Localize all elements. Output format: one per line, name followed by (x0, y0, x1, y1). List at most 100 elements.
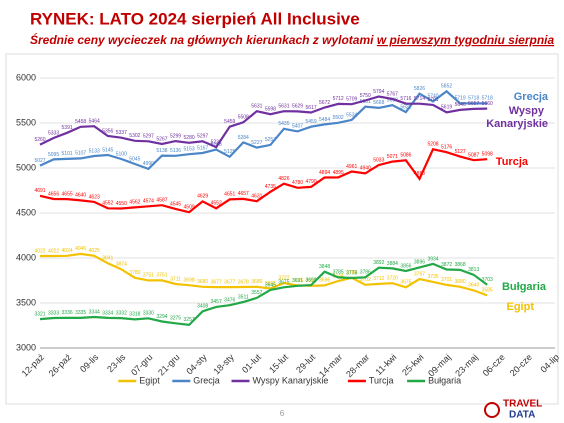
value-label: 5101 (62, 151, 73, 157)
value-label: 5356 (102, 128, 113, 134)
value-label: 5435 (278, 121, 289, 127)
value-label: 4990 (143, 161, 154, 167)
value-label: 5629 (292, 104, 303, 110)
value-label: 5701 (427, 97, 438, 103)
value-label: 4552 (211, 201, 222, 207)
value-label: 3330 (143, 311, 154, 317)
logo-icon (484, 402, 500, 418)
value-label: 3703 (482, 277, 493, 283)
x-tick-label: 23-lis (105, 352, 128, 375)
value-label: 3696 (319, 278, 330, 284)
value-label: 5167 (197, 145, 208, 151)
value-label: 4655 (62, 191, 73, 197)
value-label: 3892 (373, 260, 384, 266)
chart-frame (5, 53, 559, 405)
value-label: 5621 (400, 104, 411, 110)
value-label: 3677 (211, 279, 222, 285)
value-label: 3645 (265, 282, 276, 288)
value-label: 3702 (360, 277, 371, 283)
value-label: 5508 (238, 115, 249, 121)
series-line (39, 95, 488, 149)
subtitle-part: Średnie ceny wycieczek na głównych kieru… (30, 32, 377, 47)
value-label: 3677 (224, 279, 235, 285)
y-tick-label: 6000 (16, 72, 36, 82)
value-label: 5138 (156, 148, 167, 154)
value-label: 3680 (197, 279, 208, 285)
value-label: 3344 (89, 309, 100, 315)
x-tick-label: 28-mar (344, 352, 371, 379)
value-label: 5302 (129, 133, 140, 139)
value-label: 4509 (184, 205, 195, 211)
value-label: 5712 (333, 96, 344, 102)
value-label: 5227 (251, 140, 262, 146)
value-label: 3711 (170, 276, 181, 282)
value-label: 5284 (238, 135, 249, 141)
value-label: 5716 (400, 96, 411, 102)
value-label: 3691 (292, 278, 303, 284)
series-line (39, 148, 488, 214)
value-label: 5257 (265, 137, 276, 143)
x-tick-label: 21-gru (156, 352, 181, 377)
value-label: 5125 (224, 149, 235, 155)
value-label: 3334 (102, 310, 113, 316)
value-label: 5297 (197, 134, 208, 140)
value-label: 5260 (34, 137, 45, 143)
value-label: 4961 (346, 164, 357, 170)
value-label: 5681 (360, 99, 371, 105)
value-label: 5657 (468, 101, 479, 107)
logo: TRAVEL DATA (484, 399, 542, 421)
value-label: 3557 (251, 290, 262, 296)
value-label: 5136 (170, 148, 181, 154)
value-label: 3336 (62, 310, 73, 316)
value-label: 3720 (387, 276, 398, 282)
value-label: 5232 (211, 139, 222, 145)
x-tick-label: 26-paź (47, 352, 74, 379)
x-tick-label: 20-cze (508, 352, 534, 378)
value-label: 4574 (143, 199, 154, 205)
value-label: 4940 (360, 166, 371, 172)
y-tick-label: 3500 (16, 297, 36, 307)
series-end-label: Grecja (514, 91, 549, 103)
series-end-label: Egipt (507, 301, 535, 313)
value-label: 3767 (414, 271, 425, 277)
value-label: 5709 (346, 97, 357, 103)
value-label: 4550 (116, 201, 127, 207)
value-label: 5337 (116, 130, 127, 136)
value-label: 3457 (211, 299, 222, 305)
value-label: 3701 (441, 277, 452, 283)
value-label: 3934 (427, 256, 438, 262)
value-label: 5740 (427, 94, 438, 100)
value-label: 5718 (468, 96, 479, 102)
value-label: 5698 (387, 98, 398, 104)
value-label: 4880 (414, 171, 425, 177)
value-label: 5267 (156, 136, 167, 142)
x-tick-label: 15-lut (267, 352, 290, 375)
value-label: 5719 (455, 96, 466, 102)
value-label: 5714 (414, 96, 425, 102)
x-tick-label: 29-lut (294, 352, 317, 375)
value-label: 5631 (251, 104, 262, 110)
value-label: 4691 (34, 188, 45, 194)
value-label: 3785 (333, 270, 344, 276)
value-label: 5598 (265, 107, 276, 113)
value-label: 4735 (265, 184, 276, 190)
series-end-label: Wyspy (509, 105, 545, 117)
value-label: 5176 (441, 144, 452, 150)
value-label: 3335 (75, 310, 86, 316)
x-tick-label: 18-sty (211, 352, 236, 377)
series-line (40, 252, 488, 297)
value-label: 4025 (89, 248, 100, 254)
value-label: 3872 (441, 262, 452, 268)
value-label: 5459 (224, 119, 235, 125)
value-label: 3751 (156, 273, 167, 279)
value-label: 4894 (319, 170, 330, 176)
value-label: 5852 (441, 84, 452, 90)
x-tick-label: 07-gru (129, 352, 154, 377)
value-label: 3332 (116, 310, 127, 316)
value-label: 4640 (75, 193, 86, 199)
value-label: 5718 (482, 96, 493, 102)
value-label: 5208 (427, 142, 438, 148)
value-label: 5407 (292, 124, 303, 130)
value-label: 3712 (373, 276, 384, 282)
